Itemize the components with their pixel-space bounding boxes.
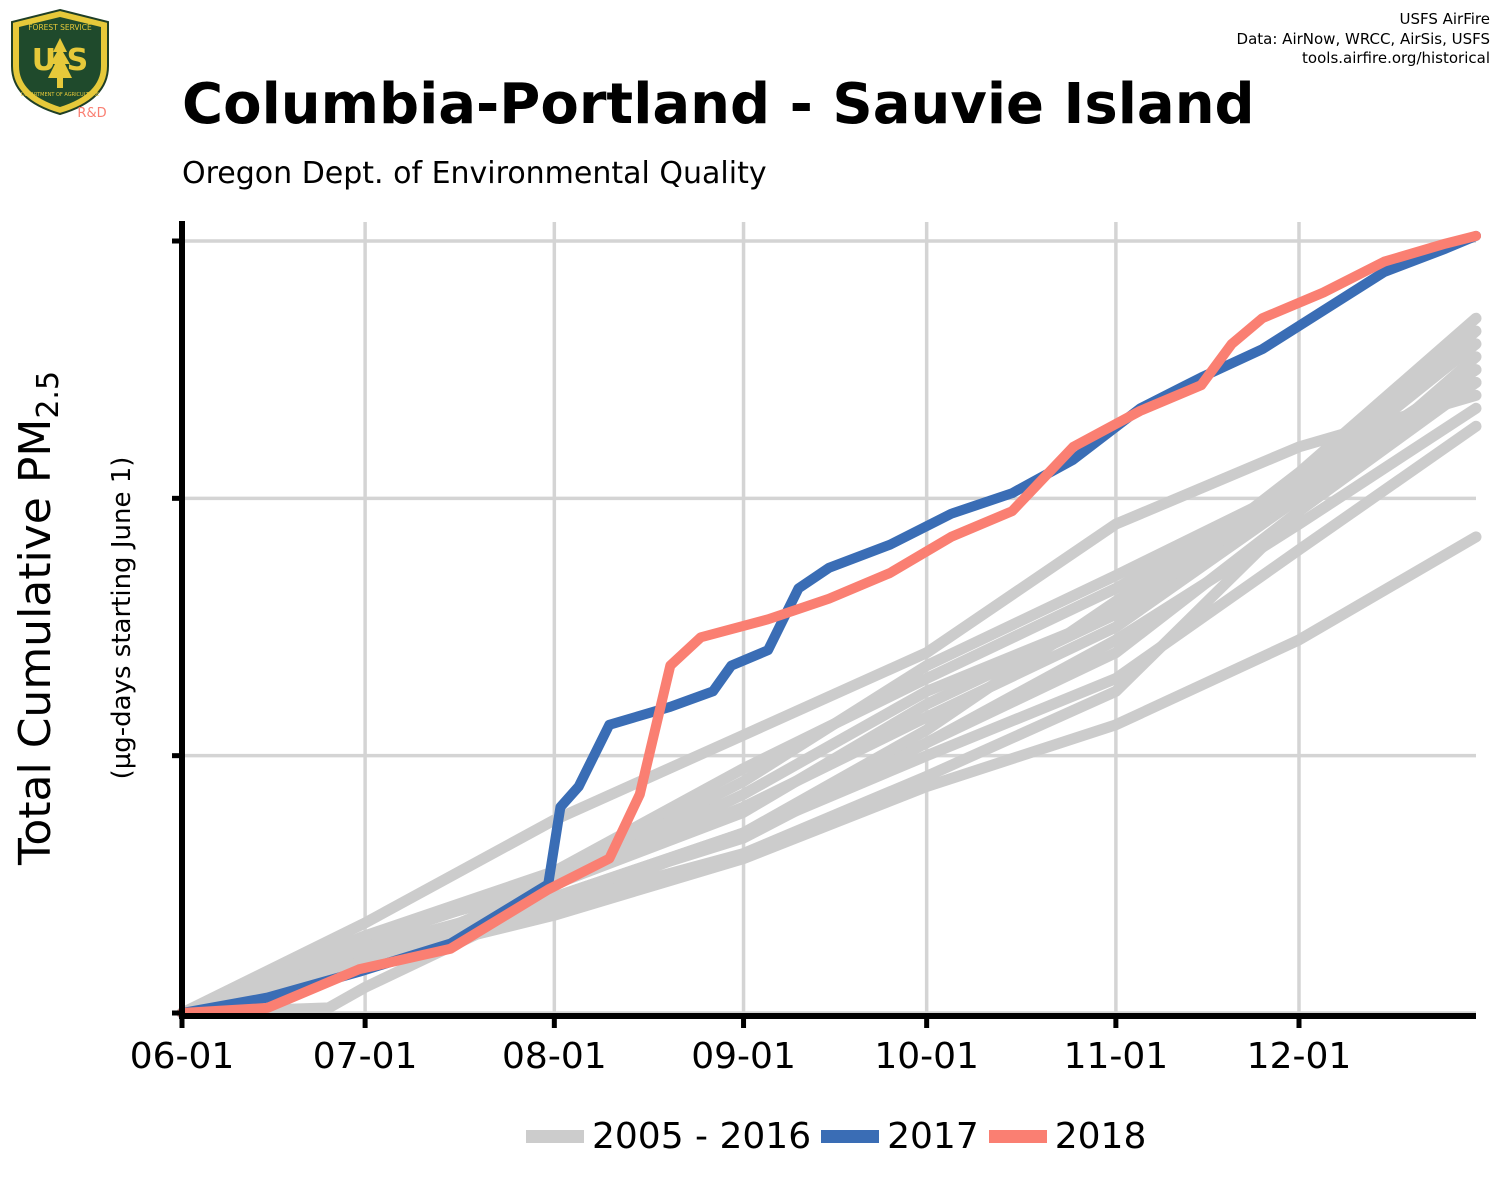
x-tick-label: 07-01 xyxy=(313,1036,418,1077)
x-tick-label: 06-01 xyxy=(130,1036,235,1077)
tree-icon xyxy=(48,38,72,88)
x-tick-label: 10-01 xyxy=(874,1036,979,1077)
historical-series-group xyxy=(176,312,1482,1019)
credit-line: tools.airfire.org/historical xyxy=(1302,49,1490,67)
legend-item-historical: 2005 - 2016 xyxy=(526,1116,811,1157)
usfs-shield-logo: FOREST SERVICE U S DEPARTMENT OF AGRICUL… xyxy=(11,8,109,120)
x-tick-label: 11-01 xyxy=(1064,1036,1169,1077)
x-tick-labels: 06-01 07-01 08-01 09-01 10-01 11-01 12-01 xyxy=(130,1036,1352,1077)
legend-swatch-2017 xyxy=(821,1129,880,1143)
credits-block: USFS AirFire Data: AirNow, WRCC, AirSis,… xyxy=(1237,10,1490,69)
x-tick-label: 09-01 xyxy=(691,1036,796,1077)
legend: 2005 - 2016 2017 2018 xyxy=(526,1114,1146,1158)
legend-label-2017: 2017 xyxy=(887,1115,979,1157)
historical-series-line xyxy=(176,312,1482,1019)
legend-swatch-2018 xyxy=(988,1129,1047,1143)
logo-bottom-text: DEPARTMENT OF AGRICULTURE xyxy=(21,92,99,98)
legend-item-2018: 2018 xyxy=(988,1115,1147,1157)
historical-series-line xyxy=(176,364,1482,1019)
series-line-2017 xyxy=(177,230,1481,1018)
highlight-series-group xyxy=(177,230,1481,1018)
chart-title: Columbia-Portland - Sauvie Island xyxy=(182,72,1255,137)
legend-label-historical: 2005 - 2016 xyxy=(592,1115,812,1157)
legend-swatch-historical xyxy=(526,1129,584,1143)
x-tick-label: 08-01 xyxy=(502,1036,607,1077)
credit-line: USFS AirFire xyxy=(1399,10,1490,28)
credit-line: Data: AirNow, WRCC, AirSis, USFS xyxy=(1236,29,1490,48)
logo-rd-tag: R&D xyxy=(77,106,106,120)
chart-subtitle: Oregon Dept. of Environmental Quality xyxy=(182,156,767,191)
legend-label-2018: 2018 xyxy=(1054,1115,1147,1157)
legend-item-2017: 2017 xyxy=(821,1116,979,1157)
historical-series-line xyxy=(176,420,1482,1019)
logo-top-text: FOREST SERVICE xyxy=(28,23,92,32)
series-line-2018 xyxy=(177,230,1481,1018)
x-tick-label: 12-01 xyxy=(1247,1036,1352,1077)
historical-series-line xyxy=(176,389,1482,1019)
axes xyxy=(172,221,1476,1028)
